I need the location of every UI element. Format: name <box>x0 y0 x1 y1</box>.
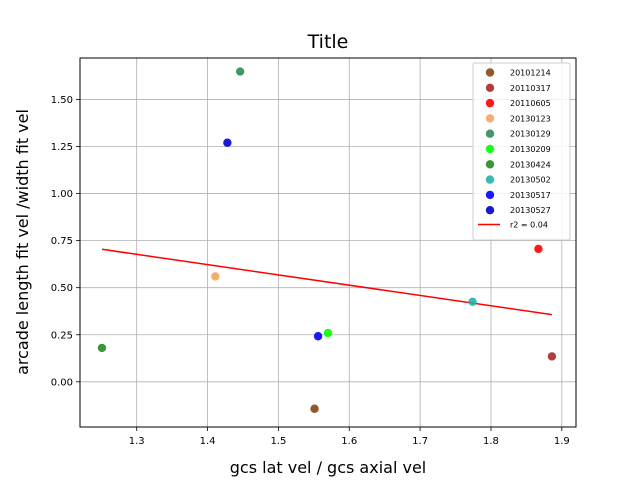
x-tick-label: 1.8 <box>483 436 499 447</box>
y-tick-label: 0.75 <box>51 236 73 247</box>
legend-marker <box>485 175 495 184</box>
data-point-20101214 <box>310 404 319 413</box>
legend-marker <box>485 68 495 77</box>
x-tick-label: 1.7 <box>412 436 428 447</box>
data-point-20110605 <box>534 244 543 254</box>
chart-title: Title <box>307 31 349 53</box>
x-tick-label: 1.6 <box>341 436 357 447</box>
data-point-20130123 <box>211 272 220 281</box>
data-point-20130527 <box>223 138 232 147</box>
legend-label: 20130424 <box>510 160 551 169</box>
legend-label: 20130209 <box>510 145 551 154</box>
y-tick-label: 1.25 <box>51 142 73 153</box>
y-axis-ticks: 0.00 0.25 0.50 0.75 1.00 1.25 1.50 <box>51 95 80 388</box>
legend-marker <box>485 129 495 138</box>
x-axis-ticks: 1.3 1.4 1.5 1.6 1.7 1.8 1.9 <box>129 427 570 447</box>
legend-marker <box>485 144 495 154</box>
legend-label: 20110317 <box>510 84 551 93</box>
data-point-20130517 <box>313 332 323 341</box>
legend-label: 20101214 <box>510 69 551 78</box>
legend-marker <box>485 190 495 200</box>
x-tick-label: 1.5 <box>270 436 286 447</box>
legend-label: 20130123 <box>510 114 551 123</box>
fit-line-layer <box>101 248 553 316</box>
y-tick-label: 1.50 <box>51 95 73 106</box>
x-tick-label: 1.4 <box>200 436 216 447</box>
y-tick-label: 0.25 <box>51 330 73 341</box>
fit-line <box>101 248 553 316</box>
points-layer <box>97 67 557 413</box>
legend-frame <box>472 62 571 241</box>
legend-label: 20130527 <box>510 206 551 215</box>
legend-marker <box>485 160 495 169</box>
legend-marker <box>485 114 495 123</box>
y-tick-label: 0.50 <box>51 283 73 294</box>
y-axis-title: arcade length fit vel /width fit vel <box>13 109 32 375</box>
data-point-20110317 <box>547 352 557 361</box>
legend: 20101214 20110317 20110605 20130123 20130129… <box>472 62 571 241</box>
legend-label: 20130129 <box>510 130 551 139</box>
data-point-20130502 <box>468 297 477 307</box>
x-axis-title: gcs lat vel / gcs axial vel <box>230 458 427 477</box>
legend-marker <box>485 98 495 108</box>
x-tick-label: 1.9 <box>554 436 570 447</box>
legend-label: 20110605 <box>510 99 551 108</box>
legend-marker <box>485 206 495 215</box>
y-tick-label: 1.00 <box>51 189 73 200</box>
legend-fit-label: r2 = 0.04 <box>510 221 548 230</box>
data-point-20130424 <box>97 343 107 353</box>
data-point-20130209 <box>323 328 333 338</box>
legend-label: 20130502 <box>510 176 551 185</box>
legend-label: 20130517 <box>510 191 551 200</box>
data-point-20130129 <box>235 67 245 76</box>
legend-marker <box>485 83 495 93</box>
x-tick-label: 1.3 <box>129 436 145 447</box>
plot-area-frame <box>79 57 577 428</box>
y-tick-label: 0.00 <box>51 377 73 388</box>
